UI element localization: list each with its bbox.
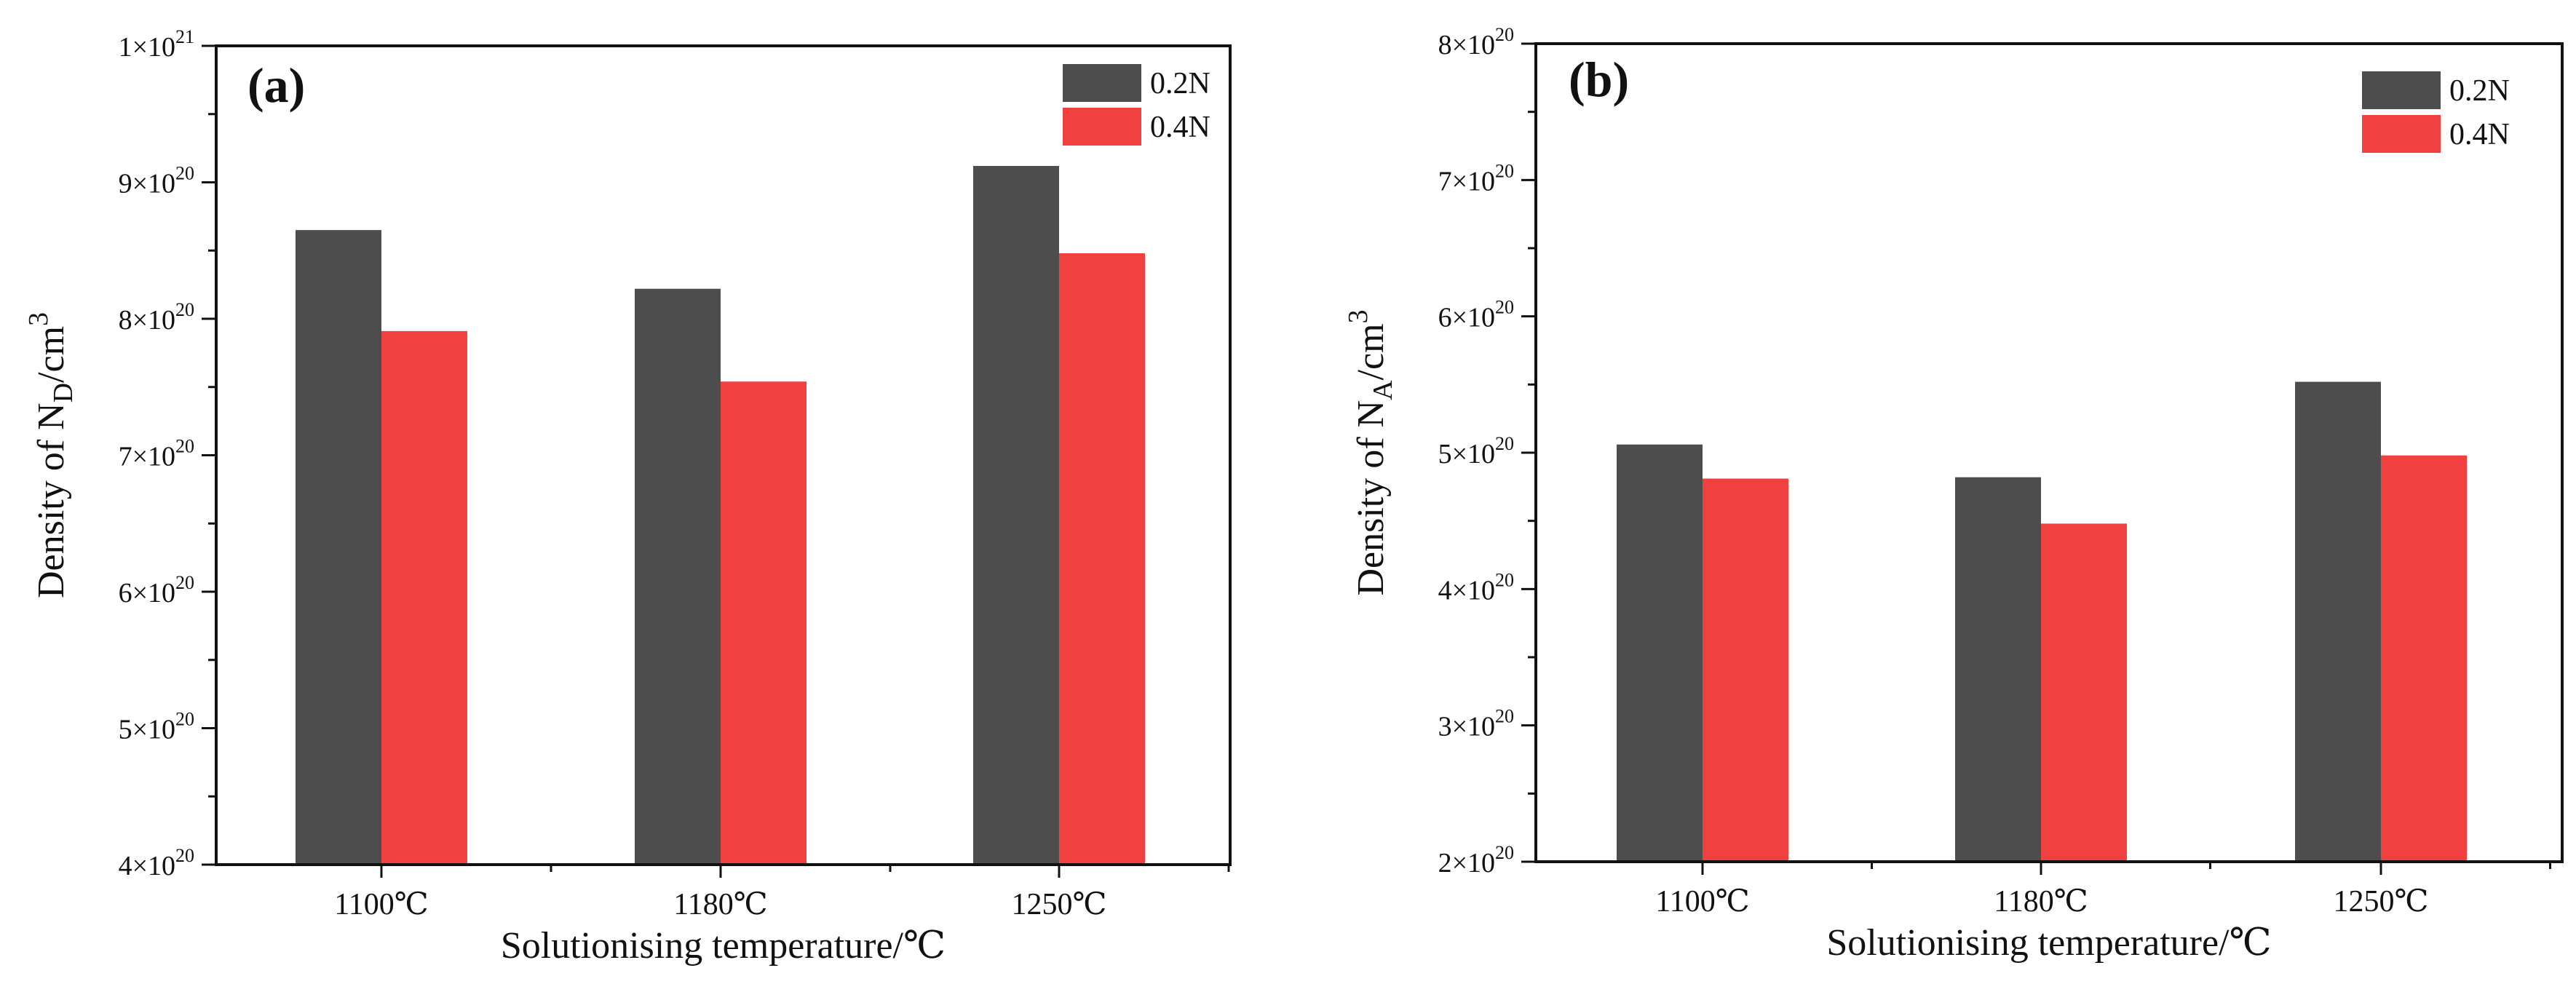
x-tick-label: 1250℃ <box>1012 888 1107 921</box>
bar-02N-1250C <box>973 166 1059 865</box>
legend-swatch-02N <box>1063 64 1141 102</box>
x-axis-title: Solutionising temperature/℃ <box>501 925 946 967</box>
bar-04N-1100C <box>381 330 467 865</box>
y-tick-label: 3×1020 <box>1438 706 1514 742</box>
legend-label: 0.4N <box>1150 111 1210 144</box>
chart-panel-b: 2×1020 3×1020 4×1020 5×1020 6×1020 7×1020 8×10… <box>1343 24 2564 964</box>
bar-04N-1180C <box>721 381 807 865</box>
y-tick-label: 8×1020 <box>1438 24 1514 60</box>
y-tick-label: 2×1020 <box>1438 842 1514 878</box>
y-tick-label: 7×1020 <box>119 436 194 472</box>
y-tick-label: 4×1020 <box>1438 569 1514 606</box>
bar-04N-1180C <box>2041 523 2127 862</box>
x-tick-label: 1100℃ <box>334 888 428 921</box>
y-tick-label: 5×1020 <box>119 709 194 745</box>
bar-02N-1100C <box>296 230 381 865</box>
bar-04N-1100C <box>1703 478 1788 862</box>
y-axis-title: Density of ND/cm3 <box>23 312 79 598</box>
legend-swatch-04N <box>2362 115 2441 153</box>
legend-label: 0.4N <box>2449 118 2510 151</box>
x-tick-label: 1250℃ <box>2334 885 2429 918</box>
legend-label: 0.2N <box>2449 74 2510 108</box>
y-tick-label: 8×1020 <box>119 299 194 336</box>
panel-label: (a) <box>247 57 305 113</box>
bar-02N-1180C <box>635 288 721 865</box>
y-tick-label: 4×1020 <box>119 845 194 881</box>
legend-swatch-04N <box>1063 108 1141 146</box>
y-tick-label: 7×1020 <box>1438 160 1514 197</box>
bar-02N-1180C <box>1955 477 2041 862</box>
bar-02N-1100C <box>1617 444 1703 862</box>
y-tick-label: 1×1021 <box>119 26 194 63</box>
y-tick-label: 9×1020 <box>119 163 194 199</box>
x-tick-label: 1180℃ <box>1994 885 2088 918</box>
y-tick-label: 5×1020 <box>1438 433 1514 469</box>
panel-label: (b) <box>1569 52 1629 107</box>
x-tick-label: 1180℃ <box>673 888 767 921</box>
chart-panel-a: 4×1020 5×1020 6×1020 7×1020 8×1020 9×1020 1×10… <box>23 26 1232 967</box>
x-axis-title: Solutionising temperature/℃ <box>1826 922 2271 964</box>
y-tick-label: 6×1020 <box>1438 297 1514 333</box>
bar-02N-1250C <box>2295 381 2381 862</box>
x-tick-label: 1100℃ <box>1655 885 1749 918</box>
legend-label: 0.2N <box>1150 67 1210 100</box>
y-axis-title: Density of NA/cm3 <box>1343 309 1398 595</box>
legend-swatch-02N <box>2362 71 2441 109</box>
bar-04N-1250C <box>2381 455 2467 862</box>
bar-04N-1250C <box>1059 253 1145 865</box>
y-tick-label: 6×1020 <box>119 572 194 608</box>
